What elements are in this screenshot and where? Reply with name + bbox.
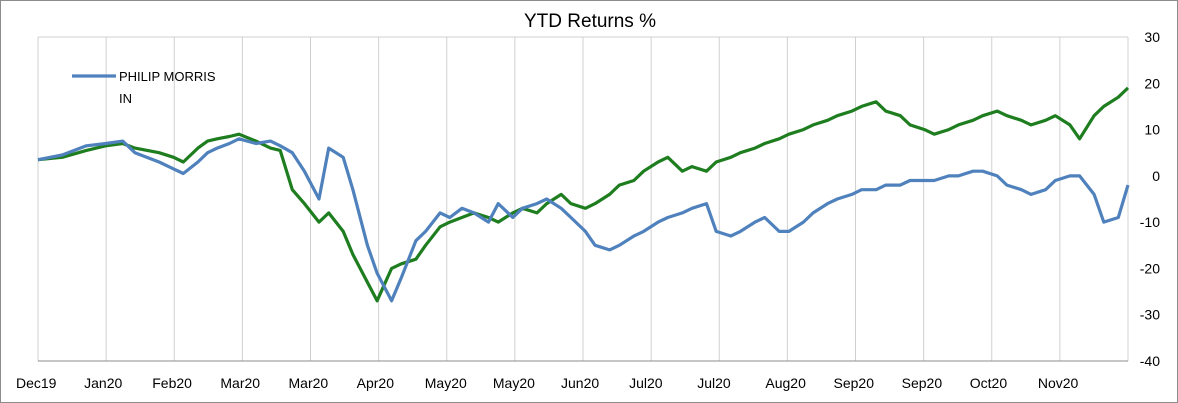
x-tick-label: Feb20	[152, 375, 192, 391]
y-tick-label: 30	[1144, 29, 1160, 45]
x-tick-label: May20	[493, 375, 535, 391]
x-tick-label: Nov20	[1038, 375, 1079, 391]
x-tick-label: Jul20	[697, 375, 731, 391]
grid-lines	[37, 36, 1129, 362]
x-tick-label: Aug20	[765, 375, 806, 391]
legend-label: PHILIP MORRIS IN	[119, 69, 216, 106]
y-tick-label: 20	[1144, 75, 1160, 91]
x-tick-label: Sep20	[902, 375, 943, 391]
x-tick-label: Sep20	[834, 375, 875, 391]
x-tick-label: Dec19	[16, 375, 57, 391]
x-tick-label: Mar20	[289, 375, 329, 391]
x-tick-label: Jun20	[561, 375, 599, 391]
series-line-0	[37, 137, 1130, 303]
y-tick-label: 0	[1152, 168, 1160, 184]
y-axis-ticks: 30 20 10 0 -10 -20 -30 -40	[1140, 29, 1160, 369]
x-tick-label: Oct20	[970, 375, 1008, 391]
y-tick-label: -10	[1140, 214, 1160, 230]
y-tick-label: -30	[1140, 307, 1160, 323]
x-tick-label: Mar20	[220, 375, 260, 391]
chart-title: YTD Returns %	[524, 11, 656, 32]
x-tick-label: May20	[425, 375, 467, 391]
legend: PHILIP MORRIS IN	[72, 69, 216, 106]
series-layer	[37, 86, 1130, 303]
y-tick-label: 10	[1144, 122, 1160, 138]
y-tick-label: -20	[1140, 260, 1160, 276]
x-tick-label: Apr20	[357, 375, 395, 391]
x-tick-label: Jul20	[629, 375, 663, 391]
x-tick-label: Jan20	[84, 375, 122, 391]
x-axis-ticks: Dec19 Jan20 Feb20 Mar20 Mar20 Apr20 May20 May20…	[16, 375, 1079, 391]
y-tick-label: -40	[1140, 353, 1160, 369]
